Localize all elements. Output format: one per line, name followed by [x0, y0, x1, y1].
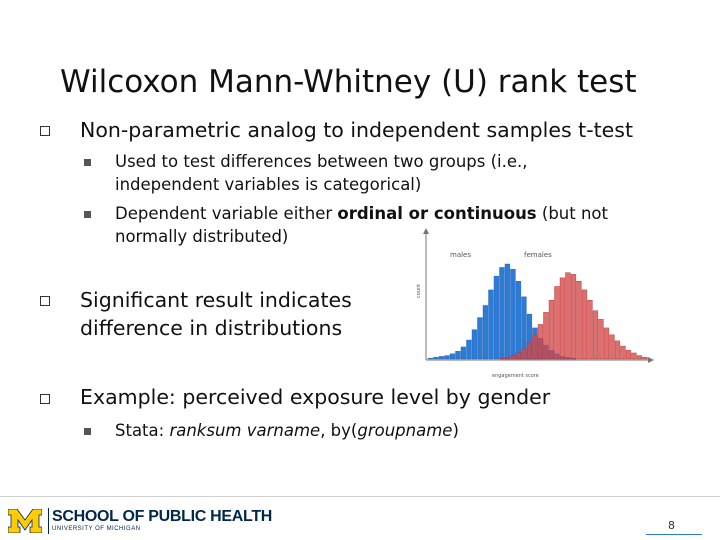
- y-axis-arrow: [423, 228, 429, 234]
- histogram-bar-males: [499, 267, 505, 360]
- command-option: , by(: [320, 421, 358, 440]
- histogram-bar-males: [510, 268, 516, 360]
- footer-divider: [0, 496, 720, 497]
- sub-bullet-text: Stata: ranksum varname, by(groupname): [115, 420, 459, 442]
- histogram-chart: males females count engagement score: [416, 228, 654, 379]
- bullet-marker: [40, 394, 50, 404]
- histogram-bar-females: [636, 355, 643, 360]
- histogram-bar-females: [543, 312, 549, 360]
- histogram-bar-females: [532, 334, 538, 360]
- sub-bullet-text: independent variables is categorical): [115, 175, 422, 194]
- histogram-bar-males: [438, 356, 445, 360]
- histogram-bar-females: [631, 352, 637, 360]
- university-name: UNIVERSITY OF MICHIGAN: [52, 526, 141, 532]
- histogram-bar-females: [576, 281, 582, 360]
- histogram-bar-males: [493, 275, 500, 360]
- histogram-bar-females: [625, 350, 632, 360]
- histogram-bar-females: [592, 310, 599, 360]
- y-axis-label: count: [416, 284, 422, 298]
- page-number-underline: [646, 534, 702, 535]
- school-name: SCHOOL OF PUBLIC HEALTH: [52, 508, 273, 525]
- bullet-marker: [40, 296, 50, 306]
- histogram-bar-females: [515, 352, 522, 360]
- histogram-bar-males: [471, 329, 478, 360]
- bullet-text: Significant result indicates: [80, 288, 352, 312]
- histogram-bar-males: [488, 289, 494, 360]
- histogram-bar-females: [614, 340, 621, 360]
- histogram-bar-females: [499, 357, 505, 360]
- emphasis-text: ordinal or continuous: [337, 204, 537, 223]
- histogram-bar-females: [548, 300, 555, 360]
- histogram-bar-females: [510, 355, 516, 360]
- histogram-bar-females: [570, 274, 577, 360]
- histogram-bar-females: [642, 357, 648, 360]
- histogram-bar-males: [433, 357, 439, 360]
- legend-label-females: females: [524, 251, 552, 259]
- histogram-bar-males: [466, 339, 472, 360]
- logo-divider: [48, 508, 49, 534]
- histogram-bar-males: [455, 351, 461, 360]
- histogram-bar-females: [521, 348, 527, 360]
- sub-bullet-text: Dependent variable either ordinal or con…: [115, 203, 608, 225]
- slide-title: Wilcoxon Mann-Whitney (U) rank test: [60, 64, 637, 100]
- command-close: ): [452, 421, 459, 440]
- histogram-bar-males: [504, 263, 511, 360]
- histogram-bar-males: [444, 355, 450, 360]
- sub-bullet-text: normally distributed): [115, 227, 289, 246]
- page-number: 8: [668, 519, 675, 532]
- university-m-logo-icon: [8, 509, 42, 533]
- histogram-bar-males: [449, 353, 456, 360]
- histogram-bar-males: [482, 305, 489, 360]
- sub-bullet-marker: [84, 159, 91, 166]
- sub-bullet-text-post: (but not: [536, 204, 608, 223]
- histogram-bar-males: [515, 281, 522, 360]
- histogram-bar-males: [460, 346, 467, 360]
- histogram-bar-females: [559, 277, 566, 360]
- histogram-bar-females: [504, 357, 511, 360]
- bullet-text: Non-parametric analog to independent sam…: [80, 118, 633, 142]
- command-arg: groupname: [357, 421, 453, 440]
- histogram-bar-females: [565, 272, 571, 360]
- stata-prefix: Stata:: [115, 421, 170, 440]
- histogram-bar-males: [477, 317, 483, 360]
- histogram-bar-males: [427, 357, 434, 360]
- bullet-text: difference in distributions: [80, 316, 343, 340]
- bullet-marker: [40, 126, 50, 136]
- histogram-bar-females: [554, 286, 560, 360]
- histogram-bar-females: [609, 334, 615, 360]
- command-text: ranksum varname: [169, 421, 321, 440]
- histogram-bar-females: [526, 342, 533, 360]
- histogram-bar-females: [598, 319, 604, 360]
- x-axis-label: engagement score: [492, 373, 539, 379]
- sub-bullet-marker: [84, 211, 91, 218]
- histogram-bar-females: [603, 327, 610, 360]
- x-axis-arrow: [648, 357, 654, 363]
- histogram-bar-females: [581, 289, 588, 360]
- sub-bullet-text: Used to test differences between two gro…: [115, 152, 528, 171]
- bullet-text: Example: perceived exposure level by gen…: [80, 385, 551, 409]
- sub-bullet-marker: [84, 428, 91, 435]
- legend-label-males: males: [450, 251, 471, 259]
- histogram-bar-females: [587, 300, 593, 360]
- histogram-bar-females: [537, 324, 544, 360]
- sub-bullet-text-pre: Dependent variable either: [115, 204, 338, 223]
- histogram-bar-females: [620, 345, 626, 360]
